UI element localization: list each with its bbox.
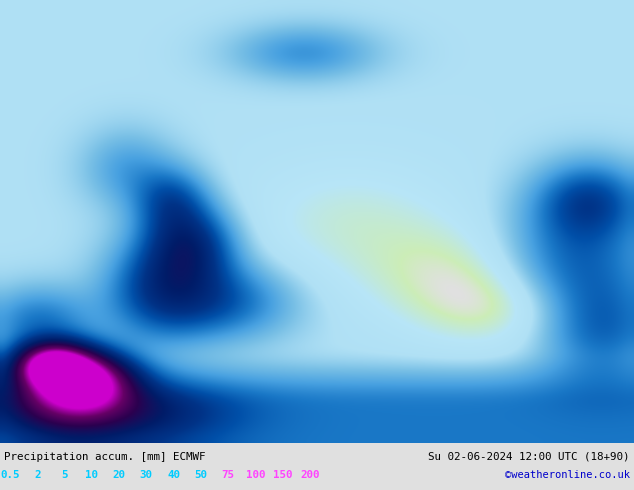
Text: 5: 5: [61, 470, 68, 480]
Text: 30: 30: [140, 470, 153, 480]
Text: 10: 10: [86, 470, 98, 480]
Text: 20: 20: [113, 470, 126, 480]
Text: 50: 50: [195, 470, 207, 480]
Text: 75: 75: [222, 470, 235, 480]
Text: Precipitation accum. [mm] ECMWF: Precipitation accum. [mm] ECMWF: [4, 452, 205, 462]
Text: 40: 40: [167, 470, 180, 480]
Text: 200: 200: [301, 470, 320, 480]
Text: 2: 2: [34, 470, 41, 480]
Text: 0.5: 0.5: [0, 470, 20, 480]
Text: 100: 100: [246, 470, 265, 480]
Text: Su 02-06-2024 12:00 UTC (18+90): Su 02-06-2024 12:00 UTC (18+90): [429, 452, 630, 462]
Text: ©weatheronline.co.uk: ©weatheronline.co.uk: [505, 470, 630, 480]
Text: 150: 150: [273, 470, 292, 480]
